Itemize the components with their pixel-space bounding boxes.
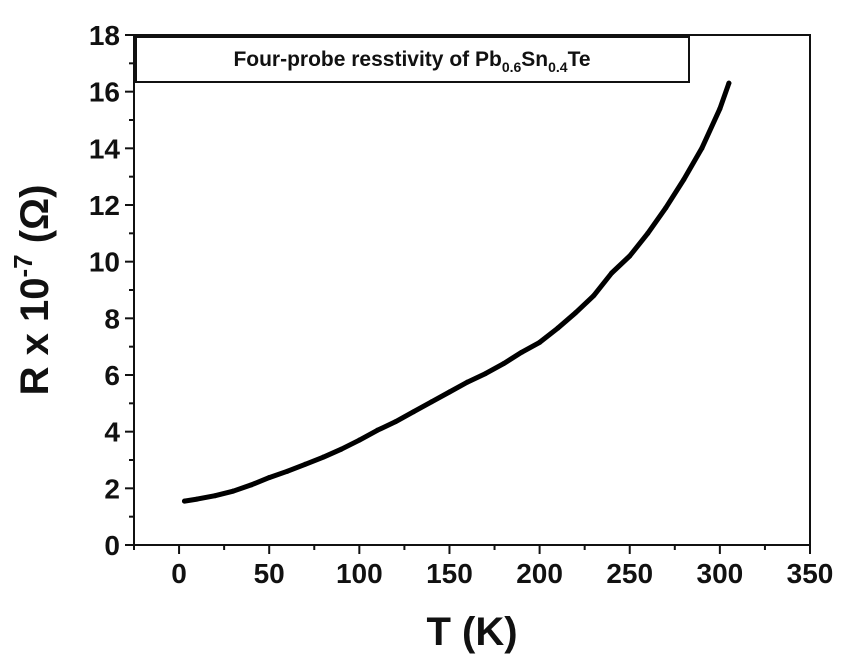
x-tick-label: 100 [336, 558, 383, 589]
data-point [428, 399, 434, 405]
data-point [181, 498, 187, 504]
data-point [266, 475, 272, 481]
data-point [194, 496, 200, 502]
x-tick-label: 150 [426, 558, 473, 589]
data-point [591, 293, 597, 299]
y-tick-label: 10 [89, 247, 120, 278]
data-point [464, 379, 470, 385]
data-point [519, 349, 525, 355]
data-point [302, 461, 308, 467]
data-point [320, 454, 326, 460]
x-tick-label: 50 [254, 558, 285, 589]
data-point [627, 253, 633, 259]
legend-sub-1: 0.6 [502, 59, 522, 75]
data-point [537, 339, 543, 345]
data-point [717, 106, 723, 112]
data-point [392, 419, 398, 425]
data-point [573, 310, 579, 316]
data-point [338, 446, 344, 452]
plot-area [133, 34, 811, 546]
data-point [410, 409, 416, 415]
data-point [248, 482, 254, 488]
y-tick-label: 8 [104, 303, 120, 334]
data-point [212, 493, 218, 499]
legend-suffix: Te [568, 48, 591, 71]
y-tick-label: 4 [104, 417, 120, 448]
x-tick-label: 250 [606, 558, 653, 589]
tick-layer: 0 50 100 150 200 250 300 350 0 2 4 6 8 10 12 14 16 18 [89, 20, 834, 589]
x-tick-label: 350 [787, 558, 834, 589]
x-tick-label: 200 [516, 558, 563, 589]
legend-text: Four-probe resstivity of Pb0.6Sn0.4Te [233, 48, 590, 75]
y-tick-label: 16 [89, 77, 120, 108]
data-point [483, 371, 489, 377]
y-axis-title-unit: (Ω) [13, 185, 57, 255]
x-tick-label: 300 [697, 558, 744, 589]
legend-mid: Sn [521, 48, 548, 71]
data-point [356, 437, 362, 443]
y-tick-label: 0 [104, 530, 120, 561]
x-axis-title: T (K) [426, 610, 517, 654]
data-point [681, 177, 687, 182]
y-axis-title: R x 10-7 (Ω) [8, 185, 57, 396]
legend-sub-2: 0.4 [548, 59, 568, 75]
data-point [699, 145, 705, 151]
series-line-layer [181, 80, 732, 504]
series-line-0 [182, 80, 732, 504]
data-point [284, 468, 290, 474]
legend-box: Four-probe resstivity of Pb0.6Sn0.4Te [135, 36, 690, 83]
legend-frame [135, 36, 690, 83]
data-point [609, 270, 615, 276]
y-tick-label: 2 [104, 473, 120, 504]
y-axis-title-main: R x 10 [13, 278, 57, 396]
y-tick-label: 14 [89, 133, 121, 164]
data-point [645, 230, 651, 236]
y-axis-title-exponent: -7 [8, 254, 38, 277]
legend-prefix: Four-probe resstivity of Pb [233, 48, 501, 71]
data-point [726, 80, 732, 86]
data-point [501, 361, 507, 367]
data-point [374, 427, 380, 433]
y-tick-label: 18 [89, 20, 120, 51]
y-tick-label: 12 [89, 190, 120, 221]
data-point [555, 325, 561, 331]
data-point [446, 389, 452, 395]
y-tick-label: 6 [104, 360, 120, 391]
plot-frame [133, 34, 811, 546]
data-point [230, 488, 236, 494]
data-point [663, 205, 669, 211]
x-tick-label: 0 [171, 558, 187, 589]
